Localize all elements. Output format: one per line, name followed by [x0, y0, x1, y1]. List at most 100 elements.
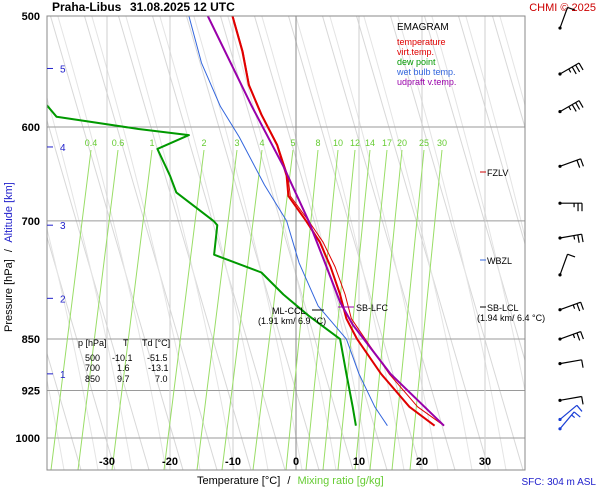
moist-adiabat [47, 378, 65, 470]
wind-barb-base [558, 273, 562, 277]
temperature-tick-label: -30 [99, 456, 115, 468]
altitude-tick-label: 3 [60, 221, 66, 232]
moist-adiabat [227, 16, 337, 470]
dry-adiabat [117, 16, 252, 470]
pressure-tick-label: 700 [22, 216, 40, 228]
moist-adiabat [57, 16, 167, 470]
table-header-t: T [123, 338, 129, 348]
wbzl-label: WBZL [487, 256, 512, 266]
mixing-ratio-line [322, 149, 356, 470]
wind-barb-shaft [559, 7, 569, 29]
x-axis-title-temperature: Temperature [°C] [197, 475, 280, 487]
moist-adiabat [295, 16, 405, 470]
wind-barb-shaft [559, 62, 580, 75]
wind-barb [558, 330, 584, 341]
mixing-ratio-label: 30 [437, 138, 447, 148]
legend-title: EMAGRAM [397, 22, 449, 33]
temperature-tick-label: -20 [162, 456, 178, 468]
mixing-ratio-label: 17 [382, 138, 392, 148]
profiles [47, 16, 445, 427]
sb-lcl-detail: (1.94 km/ 6.4 °C) [477, 313, 545, 323]
pressure-tick-label: 1000 [16, 433, 40, 445]
wind-barb [558, 201, 583, 212]
mixing-ratio-label: 1 [149, 138, 154, 148]
mixing-ratio-line [196, 149, 238, 470]
legend-item-temperature: temperature [397, 37, 446, 47]
y-axis-title: Pressure [hPa] / Altitude [km] [3, 182, 15, 332]
dry-adiabat [423, 16, 525, 363]
ml-ccl-detail: (1.91 km/ 6.9 °C) [258, 316, 326, 326]
mixing-ratio-label: 14 [365, 138, 375, 148]
table-cell: -51.5 [147, 353, 168, 363]
wind-barb-flag [576, 332, 581, 341]
wind-barb-flag [580, 158, 584, 167]
legend-item-virt-temp: virt.temp. [397, 47, 434, 57]
wind-barb [558, 253, 576, 277]
dry-adiabat [491, 16, 525, 130]
altitude-tick-label: 2 [60, 294, 66, 305]
legend-item-dew-point: dew point [397, 57, 436, 67]
svg-text:Pressure [hPa] / A: Pressure [hPa] / Altitude [km] [3, 182, 15, 332]
surface-note: SFC: 304 m ASL [522, 477, 597, 488]
wind-barb-shaft [559, 404, 578, 420]
y-axis-title-separator: / [3, 248, 15, 252]
wind-barb-flag [567, 253, 576, 258]
wind-barb-flag [581, 396, 584, 405]
mixing-ratio-label: 3 [234, 138, 239, 148]
series-wet-bulb-temp [188, 16, 388, 426]
moist-adiabat [499, 16, 525, 108]
wind-barb-half-flag [572, 334, 576, 339]
dry-adiabat [49, 16, 184, 470]
annotations: FZLV WBZL SB-LFC SB-LCL (1.94 km/ 6.4 °C… [258, 168, 545, 326]
dry-adiabat [185, 16, 320, 470]
wind-barb-base [558, 308, 562, 312]
wind-barb-base [558, 164, 562, 168]
mixing-ratio-line [409, 149, 443, 470]
wind-barb [558, 411, 581, 431]
wind-barb-flag [578, 62, 584, 71]
mixing-ratio-label: 0.6 [112, 138, 125, 148]
sb-lfc-label: SB-LFC [356, 303, 389, 313]
wind-barb-half-flag [568, 68, 572, 73]
x-axis-title-mixing: Mixing ratio [g/kg] [297, 475, 383, 487]
mixing-ratio-label: 8 [315, 138, 320, 148]
wind-barb-flag [578, 100, 584, 108]
mixing-ratio-label: 2 [201, 138, 206, 148]
mixing-ratio-line [369, 149, 403, 470]
altitude-tick-label: 5 [60, 64, 66, 75]
mixing-ratio-line [221, 149, 263, 470]
mixing-ratio-label: 4 [259, 138, 264, 148]
wind-barb-flag [576, 159, 581, 168]
dry-adiabat [47, 235, 116, 470]
wind-barb [558, 158, 584, 168]
y-axis-title-altitude: Altitude [km] [3, 182, 15, 243]
wind-barb [558, 100, 584, 114]
wind-barb-flag [577, 234, 580, 243]
temperature-tick-label: 30 [479, 456, 491, 468]
level-table: p [hPa] T Td [°C] 500 -10.1 -51.5 700 1.… [78, 338, 170, 384]
wind-barb-base [558, 427, 562, 431]
temperature-tick-label: 20 [416, 456, 428, 468]
table-header-p: p [hPa] [78, 338, 107, 348]
pressure-tick-label: 600 [22, 122, 40, 134]
moist-adiabat [397, 16, 507, 470]
wind-barb-half-flag [573, 235, 576, 240]
temperature-tick-label: 10 [353, 456, 365, 468]
wind-barb-flag [580, 331, 584, 340]
table-cell: 700 [85, 363, 100, 373]
wind-barb-flag [581, 359, 584, 368]
mixing-ratio-lines [50, 149, 443, 470]
copyright: CHMI © 2025 [529, 2, 596, 14]
mixing-ratio-line [77, 149, 119, 470]
table-cell: 1.6 [117, 363, 130, 373]
mixing-ratio-label: 5 [290, 138, 295, 148]
wind-barb-base [558, 201, 562, 205]
fzlv-label: FZLV [487, 168, 508, 178]
wind-barb-shaft [559, 395, 582, 401]
wind-barb-shaft [559, 254, 569, 276]
wind-barb [558, 233, 584, 243]
pressure-tick-label: 925 [22, 386, 40, 398]
plot-border [46, 15, 526, 471]
temperature-tick-label: 0 [293, 456, 299, 468]
